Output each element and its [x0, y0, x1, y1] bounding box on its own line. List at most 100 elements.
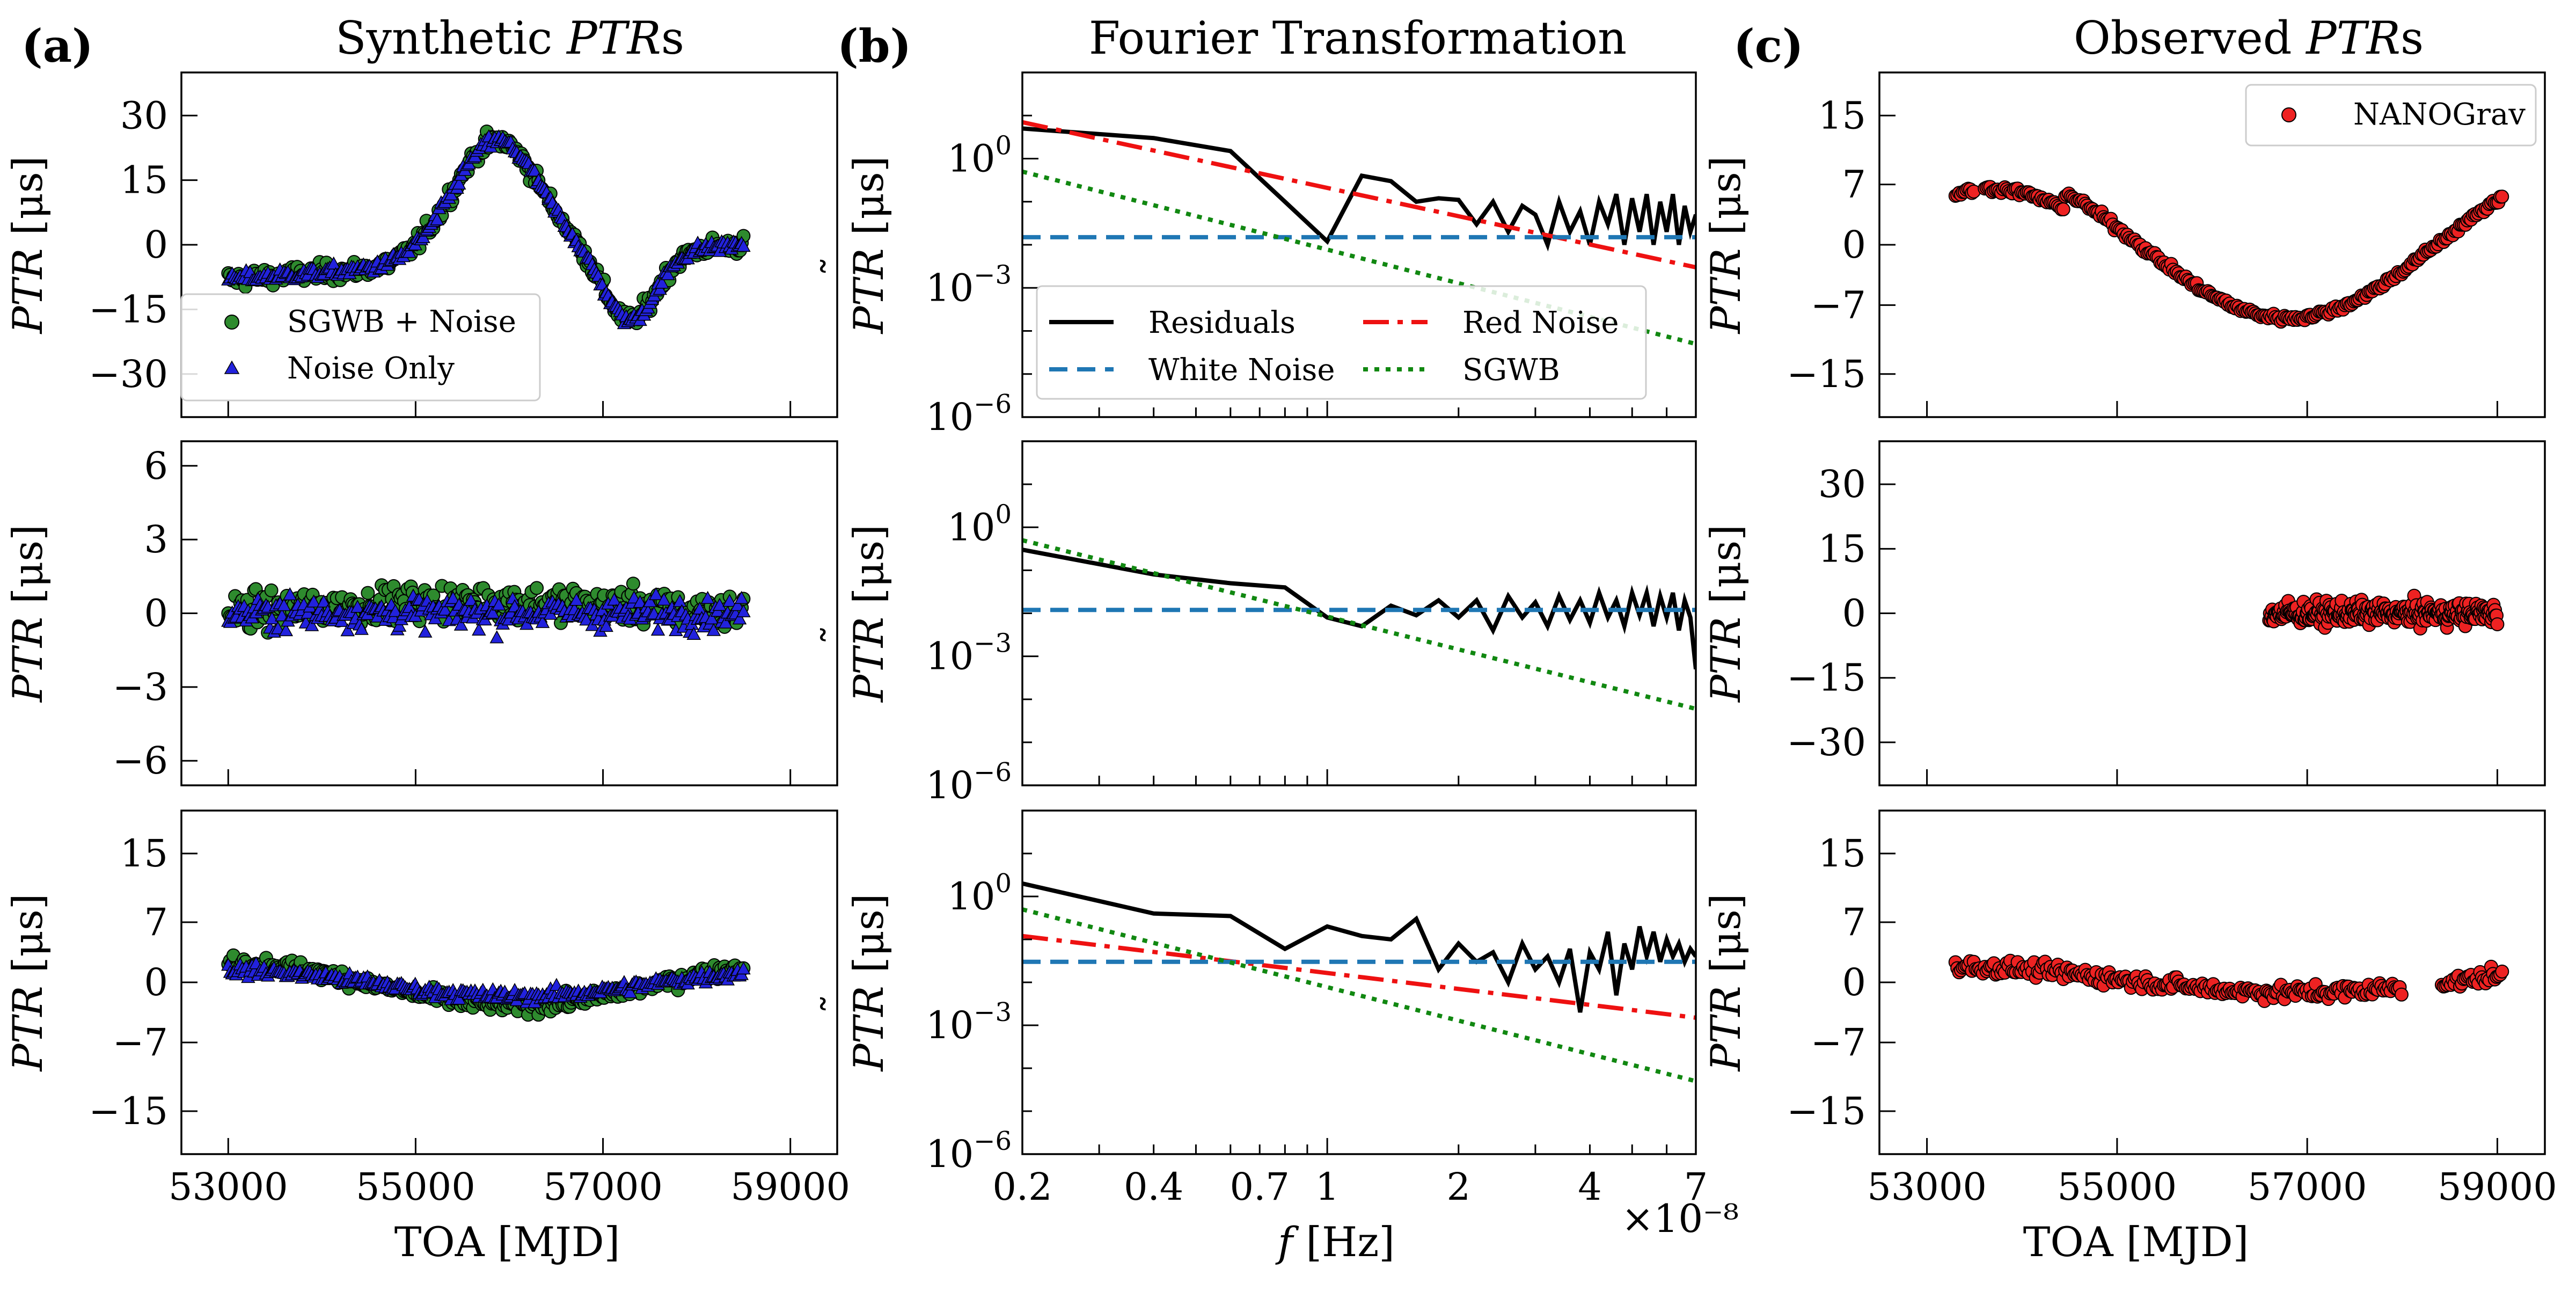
y-tick-label: 10−3 [926, 997, 1012, 1047]
ylabel-b3: PTR [μs] [845, 894, 892, 1073]
data-point [722, 594, 737, 607]
data-point [276, 598, 291, 611]
column-title-b: Fourier Transformation [1089, 12, 1627, 64]
y-tick-label: −3 [113, 665, 168, 709]
y-tick-label: 7 [1842, 900, 1866, 944]
x-tick-label: 7 [1684, 1165, 1708, 1209]
x-tick-label: 55000 [356, 1165, 475, 1209]
y-tick-label: −15 [1787, 1089, 1866, 1133]
ylabel-b1: PTR [μs] [845, 156, 892, 335]
y-tick-label: 10−3 [926, 629, 1012, 679]
xlabel-toa-c: TOA [MJD] [2023, 1218, 2249, 1266]
data-point [730, 597, 745, 611]
data-point [282, 587, 297, 601]
data-point [472, 622, 486, 636]
data-point [354, 622, 369, 635]
panel-letter-a: (a) [21, 19, 93, 72]
y-tick-label: −15 [1787, 656, 1866, 700]
ylabel-a3: PTR [μs] [4, 894, 52, 1073]
data-point [595, 603, 610, 616]
data-point [649, 587, 663, 601]
data-point [736, 238, 751, 252]
data-point [452, 176, 466, 190]
series-b2-residuals [1022, 548, 1696, 670]
legend-fourier: Residuals Red Noise White Noise SGWB [1036, 285, 1647, 400]
data-point [706, 623, 721, 636]
data-point [718, 615, 733, 629]
y-tick-label: 100 [947, 869, 1012, 918]
legend-label-sgwb: SGWB [1462, 353, 1560, 388]
x-tick-label: 53000 [1867, 1165, 1987, 1209]
data-point [535, 615, 550, 628]
x-tick-label: 59000 [730, 1165, 850, 1209]
y-tick-label: 15 [120, 832, 168, 876]
x-tick-label: 2 [1447, 1165, 1471, 1209]
data-point [736, 961, 751, 975]
data-point [700, 590, 715, 604]
x-tick-label: 57000 [2248, 1165, 2367, 1209]
y-tick-label: −6 [113, 739, 168, 783]
series-c2-0 [2262, 588, 2505, 636]
series-b1-residuals [1022, 126, 1696, 252]
data-point [626, 577, 640, 591]
y-tick-label: 0 [144, 223, 168, 267]
y-tick-label: 3 [144, 517, 168, 561]
ylabel-a2: PTR [μs] [4, 524, 52, 703]
data-point [686, 626, 701, 640]
data-point [402, 245, 416, 258]
series-c3-0 [1948, 953, 2509, 1008]
data-point [316, 594, 331, 608]
data-point [453, 617, 469, 631]
panel-c1: 15 7 0 −7 −15 PTR [μs] NANOGrav [1702, 71, 2546, 418]
series-a1-1 [221, 129, 751, 330]
panel-b3: 100 10−3 10−60.2 0.4 0.7 1 2 4 7 PTR [μs]˜ [814, 809, 1708, 1209]
data-point [642, 594, 657, 608]
y-tick-label: 10−6 [926, 389, 1012, 439]
data-point [492, 597, 506, 611]
legend-label-nanograv: NANOGrav [2353, 97, 2526, 132]
data-point [279, 623, 294, 637]
data-point [732, 611, 747, 625]
x-tick-label: 0.2 [992, 1165, 1052, 1209]
x-tick-label: 0.7 [1230, 1165, 1290, 1209]
data-point [264, 583, 279, 597]
legend-marker-nanograv [2281, 107, 2296, 122]
column-title-a: Synthetic PTRs [335, 12, 684, 64]
y-tick-label: 30 [120, 93, 168, 137]
data-point [2394, 987, 2409, 1002]
y-tick-label: 7 [144, 900, 168, 944]
x-tick-label: 1 [1315, 1165, 1340, 1209]
x-tick-label: 4 [1578, 1165, 1602, 1209]
panel-letter-b: (b) [837, 19, 911, 72]
plot-frame-b3 [1021, 809, 1697, 1155]
data-point [438, 602, 452, 616]
data-point [633, 595, 647, 608]
y-tick-label: 0 [1842, 592, 1866, 636]
data-point [361, 586, 375, 600]
data-point [2495, 189, 2509, 204]
data-point [712, 597, 727, 611]
y-tick-label: 100 [947, 499, 1012, 549]
ylabel-c2: PTR [μs] [1702, 524, 1750, 703]
data-point [661, 267, 675, 280]
data-point [304, 618, 319, 631]
ylabel-tilde-b3: ˜ [814, 994, 861, 1014]
y-tick-label: 10−3 [926, 260, 1012, 310]
data-point [704, 611, 719, 625]
ylabel-a1: PTR [μs] [4, 156, 52, 335]
panel-b1: 100 10−3 10−6 PTR [μs]˜ Residuals Red Noise Wh… [814, 71, 1697, 439]
series-b1-red-noise [1022, 120, 1696, 269]
y-tick-label: −15 [89, 287, 168, 331]
y-tick-label: −7 [113, 1020, 168, 1064]
data-point [486, 606, 500, 619]
xlabel-frequency-offset: ×10⁻⁸ [1621, 1196, 1739, 1241]
data-point [350, 600, 365, 613]
x-tick-label: 59000 [2438, 1165, 2557, 1209]
y-tick-label: 15 [1818, 527, 1866, 571]
data-point [736, 604, 751, 617]
xlabel-frequency: f [Hz] [1275, 1218, 1395, 1266]
data-point [444, 187, 458, 201]
y-tick-label: −7 [1811, 283, 1866, 327]
legend-observed-box [2245, 84, 2537, 147]
